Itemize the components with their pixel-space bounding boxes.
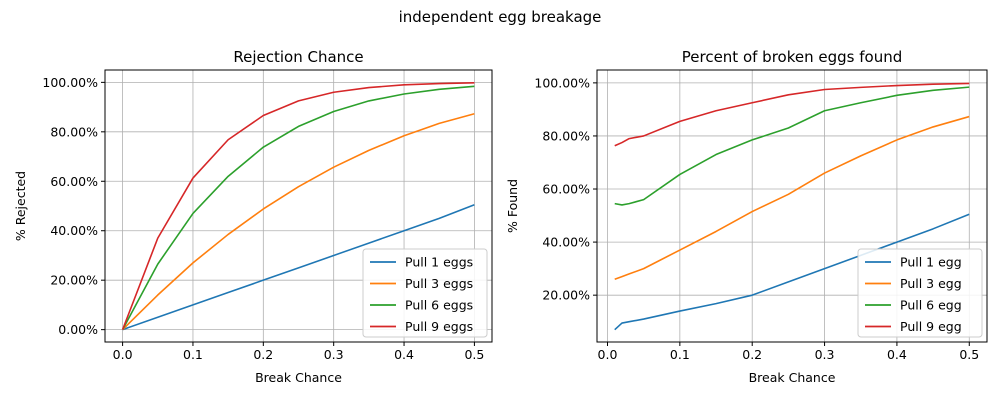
legend: Pull 1 egg Pull 3 egg Pull 6 egg Pull 9 egg	[857, 248, 983, 338]
x-tick-label: 0.3	[324, 347, 344, 362]
legend: Pull 1 eggs Pull 3 eggs Pull 6 eggs Pull 9 …	[362, 248, 488, 338]
series-line-pull-6-eggs	[121, 85, 475, 331]
x-tick-label: 0.5	[959, 347, 979, 362]
series-line-pull-9-egg	[614, 82, 970, 147]
plot-frame	[596, 69, 988, 343]
series-line-pull-3-eggs	[122, 112, 475, 331]
series-line-pull-1-eggs	[122, 204, 475, 331]
x-tick-label: 0.1	[183, 347, 203, 362]
legend-label-pull-3-eggs: Pull 3 eggs	[405, 276, 473, 291]
chart-title: Rejection Chance	[233, 48, 363, 66]
rejection-chance-chart: 0.0 0.1 0.2 0.3 0.4 0.5 0.00% 20.00% 40.00% 60.00…	[13, 48, 493, 385]
x-axis-label: Break Chance	[749, 370, 836, 385]
x-tick-label: 0.2	[253, 347, 273, 362]
y-tick-label: 60.00%	[50, 174, 98, 189]
legend-label-pull-1-egg: Pull 1 egg	[900, 255, 962, 270]
broken-eggs-found-chart: 0.0 0.1 0.2 0.3 0.4 0.5 20.00% 40.00% 60.00% 80.0…	[505, 48, 988, 385]
x-axis-label: Break Chance	[255, 370, 342, 385]
legend-box	[362, 248, 488, 338]
x-tick-label: 0.5	[464, 347, 484, 362]
legend-label-pull-6-eggs: Pull 6 eggs	[405, 298, 473, 313]
x-tick-label: 0.0	[598, 347, 618, 362]
y-tick-label: 80.00%	[542, 128, 590, 143]
legend-label-pull-9-eggs: Pull 9 eggs	[405, 319, 473, 334]
y-tick-label: 100.00%	[42, 75, 98, 90]
series-line-pull-6-egg	[614, 86, 970, 206]
x-tick-label: 0.2	[742, 347, 762, 362]
y-axis-label: % Found	[505, 179, 520, 233]
series-line-pull-3-egg	[614, 115, 970, 280]
legend-label-pull-3-egg: Pull 3 egg	[900, 276, 962, 291]
x-tick-label: 0.1	[670, 347, 690, 362]
legend-box	[857, 248, 983, 338]
series-line-pull-9-eggs	[121, 82, 475, 330]
y-tick-label: 20.00%	[50, 273, 98, 288]
figure-suptitle: independent egg breakage	[399, 8, 602, 26]
y-tick-label: 80.00%	[50, 124, 98, 139]
y-tick-label: 60.00%	[542, 182, 590, 197]
x-tick-label: 0.0	[113, 347, 133, 362]
y-tick-label: 100.00%	[534, 75, 590, 90]
series-line-pull-1-egg	[614, 213, 970, 331]
y-tick-label: 0.00%	[58, 322, 98, 337]
y-tick-label: 20.00%	[542, 288, 590, 303]
plot-frame	[104, 69, 493, 343]
chart-title: Percent of broken eggs found	[682, 48, 902, 66]
legend-label-pull-1-eggs: Pull 1 eggs	[405, 255, 473, 270]
y-tick-label: 40.00%	[542, 235, 590, 250]
x-tick-label: 0.4	[887, 347, 907, 362]
legend-label-pull-9-egg: Pull 9 egg	[900, 319, 962, 334]
legend-label-pull-6-egg: Pull 6 egg	[900, 298, 962, 313]
y-tick-label: 40.00%	[50, 223, 98, 238]
x-tick-label: 0.3	[815, 347, 835, 362]
y-axis-label: % Rejected	[13, 171, 28, 241]
x-tick-label: 0.4	[394, 347, 414, 362]
